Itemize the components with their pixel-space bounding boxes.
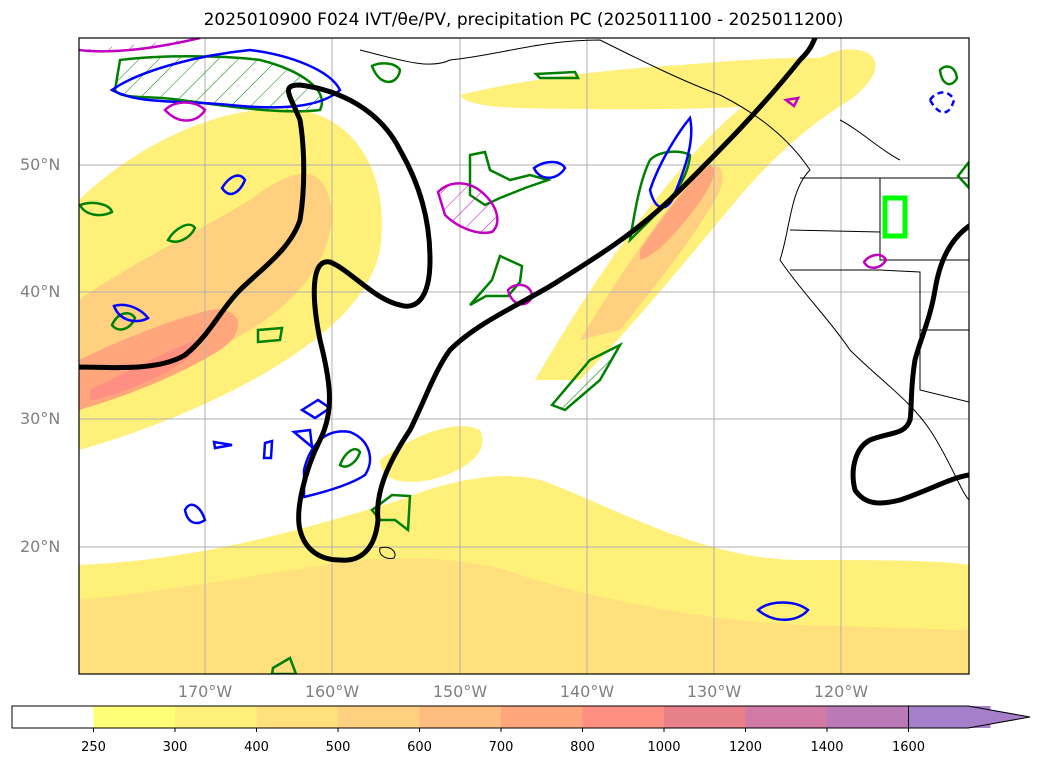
lat-label-50n: 50°N <box>20 155 61 174</box>
lon-label-140w: 140°W <box>559 682 615 701</box>
pv-contours-blue-dashed <box>928 91 956 114</box>
colorbar-tick-label: 800 <box>570 740 595 755</box>
colorbar-tick-label: 700 <box>488 740 514 755</box>
pv-contours-magenta <box>79 38 888 306</box>
colorbar-segment <box>664 706 746 728</box>
colorbar-tick-label: 400 <box>244 740 269 755</box>
colorbar-tick-label: 300 <box>162 740 188 755</box>
colorbar-segment <box>501 706 583 728</box>
colorbar-tick-label: 250 <box>81 740 106 755</box>
graticule <box>79 38 969 674</box>
map-frame <box>78 37 970 675</box>
colorbar-tick-label: 1400 <box>810 740 844 755</box>
lat-label-30n: 30°N <box>20 409 61 428</box>
colorbar-segment <box>93 706 176 728</box>
colorbar-segment <box>745 706 828 728</box>
coastlines <box>359 39 969 559</box>
lon-label-130w: 130°W <box>686 682 742 701</box>
lon-label-160w: 160°W <box>304 682 360 701</box>
map-title: 2025010900 F024 IVT/θe/PV, precipitation… <box>203 10 844 30</box>
lon-label-150w: 150°W <box>432 682 488 701</box>
lon-label-170w: 170°W <box>177 682 233 701</box>
colorbar-tick-label: 1000 <box>647 740 681 755</box>
lat-label-20n: 20°N <box>20 537 61 556</box>
colorbar-segment <box>175 706 257 728</box>
colorbar-segment <box>827 706 909 728</box>
lat-label-40n: 40°N <box>20 282 61 301</box>
colorbar-tick-label: 1600 <box>891 740 926 755</box>
ivt-shading <box>79 49 969 674</box>
pv-contours-green <box>79 55 969 674</box>
colorbar-extend-arrow <box>908 705 1031 729</box>
colorbar-tick-label: 600 <box>407 740 432 755</box>
colorbar-segment <box>12 706 94 728</box>
colorbar-segment <box>419 706 502 728</box>
highlight-box <box>882 195 908 239</box>
colorbar-tick-label: 500 <box>325 740 351 755</box>
colorbar-tick-label: 1200 <box>728 740 763 755</box>
lon-label-120w: 120°W <box>813 682 869 701</box>
colorbar-segment <box>256 706 339 728</box>
colorbar-segment <box>582 706 665 728</box>
colorbar-outline <box>11 705 909 729</box>
theta-e-contours <box>79 38 969 563</box>
colorbar <box>11 705 1031 732</box>
colorbar-segment <box>338 706 420 728</box>
